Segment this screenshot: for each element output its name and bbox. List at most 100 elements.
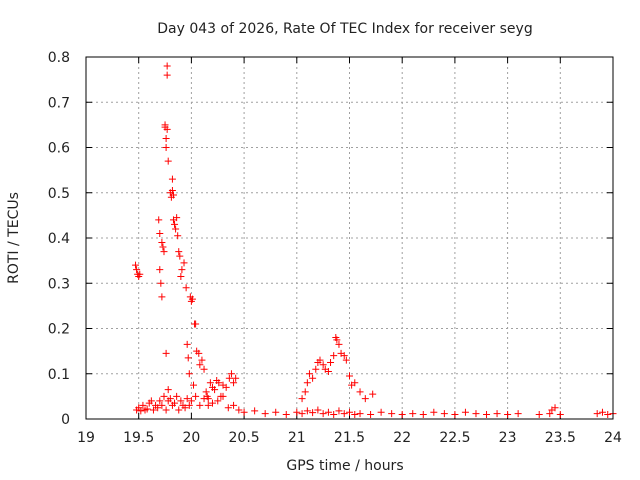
x-tick-label: 20.5 bbox=[229, 430, 260, 446]
data-point bbox=[168, 186, 176, 194]
data-point bbox=[154, 404, 162, 412]
x-tick-label: 23.5 bbox=[545, 430, 576, 446]
data-point bbox=[388, 410, 396, 418]
x-tick-label: 23 bbox=[499, 430, 517, 446]
y-tick-label: 0.3 bbox=[48, 276, 70, 292]
data-point bbox=[162, 406, 170, 414]
data-point bbox=[303, 379, 311, 387]
data-point bbox=[282, 410, 290, 418]
data-point bbox=[225, 374, 233, 382]
data-point bbox=[305, 370, 313, 378]
data-point bbox=[340, 352, 348, 360]
data-point bbox=[196, 361, 204, 369]
data-point bbox=[369, 390, 377, 398]
y-axis-label: ROTI / TECUs bbox=[6, 192, 22, 284]
data-point bbox=[430, 408, 438, 416]
x-tick-label: 22 bbox=[393, 430, 411, 446]
data-point bbox=[493, 410, 501, 418]
data-point bbox=[133, 266, 141, 274]
data-point bbox=[163, 125, 171, 133]
data-point bbox=[166, 395, 174, 403]
data-point bbox=[162, 134, 170, 142]
data-point bbox=[483, 410, 491, 418]
data-point bbox=[215, 379, 223, 387]
data-point bbox=[162, 144, 170, 151]
data-point bbox=[196, 401, 204, 409]
data-point bbox=[346, 408, 353, 416]
data-point bbox=[192, 392, 200, 400]
data-point bbox=[177, 397, 185, 405]
axis-ticks: 19 19.5 20 20.5 21 21.5 22 22.5 23 23.5 24 0 0.1 0.2 0… bbox=[48, 50, 622, 446]
data-point bbox=[377, 408, 385, 416]
data-point bbox=[356, 388, 364, 396]
y-tick-label: 0.1 bbox=[48, 367, 70, 383]
data-point bbox=[324, 367, 332, 375]
chart-title: Day 043 of 2026, Rate Of TEC Index for r… bbox=[157, 21, 532, 37]
data-point bbox=[175, 248, 183, 256]
data-point bbox=[159, 243, 167, 251]
x-tick-label: 19 bbox=[77, 430, 95, 446]
data-point bbox=[261, 410, 269, 418]
y-tick-label: 0.6 bbox=[48, 141, 70, 157]
data-point bbox=[298, 395, 306, 403]
data-point bbox=[309, 374, 317, 382]
data-point bbox=[158, 401, 166, 409]
data-point bbox=[514, 410, 522, 418]
data-point bbox=[309, 409, 317, 417]
data-point bbox=[187, 397, 195, 405]
data-point bbox=[232, 374, 240, 382]
data-point bbox=[181, 404, 189, 412]
data-point bbox=[351, 379, 359, 387]
data-point bbox=[176, 252, 184, 260]
data-point bbox=[175, 406, 183, 414]
data-point bbox=[222, 383, 230, 391]
data-point bbox=[156, 229, 164, 237]
data-point bbox=[356, 410, 364, 418]
x-tick-label: 22.5 bbox=[439, 430, 470, 446]
data-point bbox=[168, 175, 176, 183]
data-point bbox=[224, 404, 232, 412]
data-point bbox=[178, 266, 186, 274]
data-point bbox=[202, 388, 210, 396]
data-point bbox=[139, 401, 147, 409]
data-point bbox=[163, 71, 171, 79]
y-tick-label: 0.4 bbox=[48, 231, 70, 247]
data-point bbox=[556, 410, 564, 418]
data-point bbox=[160, 248, 168, 256]
data-point bbox=[367, 410, 375, 418]
data-point bbox=[440, 410, 448, 418]
data-point bbox=[548, 406, 556, 414]
data-point bbox=[598, 408, 606, 416]
data-point bbox=[316, 356, 324, 364]
x-tick-label: 20 bbox=[182, 430, 200, 446]
data-point bbox=[327, 358, 335, 366]
data-point bbox=[164, 386, 172, 394]
y-tick-label: 0.7 bbox=[48, 95, 70, 111]
data-point bbox=[180, 259, 188, 267]
data-point bbox=[190, 381, 198, 389]
data-point bbox=[171, 220, 179, 228]
data-point bbox=[208, 399, 216, 407]
x-tick-label: 21 bbox=[288, 430, 306, 446]
data-point bbox=[188, 295, 196, 303]
data-point bbox=[604, 410, 612, 418]
data-point bbox=[230, 379, 238, 387]
data-point bbox=[204, 395, 212, 403]
data-point bbox=[230, 401, 238, 409]
data-point bbox=[143, 405, 151, 413]
data-point bbox=[164, 157, 172, 165]
data-point bbox=[155, 216, 163, 224]
data-point bbox=[173, 214, 181, 222]
data-point bbox=[195, 349, 203, 357]
data-point bbox=[214, 397, 222, 405]
data-point bbox=[235, 406, 243, 414]
data-point bbox=[211, 386, 219, 394]
data-point bbox=[172, 225, 180, 233]
data-point bbox=[251, 407, 259, 415]
data-point bbox=[132, 261, 140, 269]
data-point bbox=[156, 266, 164, 274]
data-point bbox=[169, 191, 177, 199]
data-point bbox=[158, 239, 166, 247]
data-point bbox=[174, 232, 182, 240]
data-point bbox=[333, 336, 341, 344]
